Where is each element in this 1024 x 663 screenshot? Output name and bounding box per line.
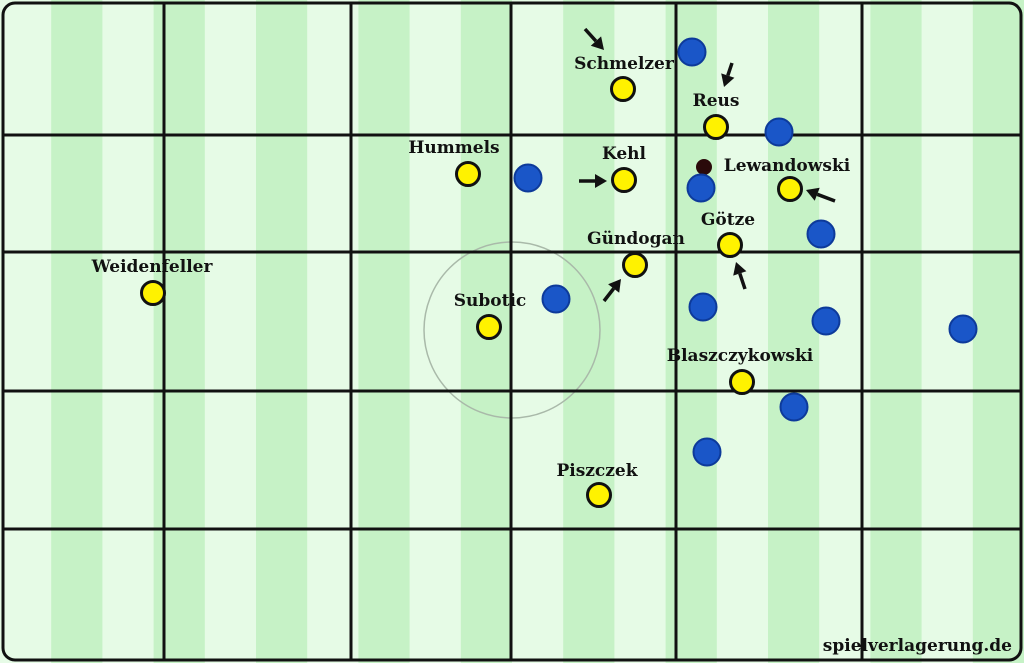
player-name-label: Götze xyxy=(701,210,755,230)
blue-player-marker xyxy=(686,173,716,203)
grass-stripe xyxy=(51,0,103,663)
movement-arrow xyxy=(721,62,735,87)
zone-grid xyxy=(4,4,1020,659)
player-name-label: Lewandowski xyxy=(724,156,851,176)
grass-stripe xyxy=(768,0,820,663)
yellow-player-marker xyxy=(611,167,637,193)
ball xyxy=(696,159,712,175)
movement-arrow xyxy=(583,27,604,50)
grass-stripe xyxy=(409,0,462,663)
blue-team xyxy=(513,37,978,467)
site-credit: spielverlagerung.de xyxy=(823,636,1012,656)
player-name-label: Hummels xyxy=(408,138,499,158)
blue-player-marker xyxy=(513,163,543,193)
grass-stripe xyxy=(665,0,718,663)
yellow-player-marker xyxy=(610,76,636,102)
blue-player-marker xyxy=(811,306,841,336)
yellow-player: Subotic xyxy=(454,291,527,340)
yellow-player-marker xyxy=(586,482,612,508)
blue-player-marker xyxy=(541,284,571,314)
yellow-player: Piszczek xyxy=(556,461,639,508)
grass-stripe xyxy=(614,0,667,663)
yellow-team: Weidenfeller Hummels Subotic Piszczek Schmel… xyxy=(91,54,851,508)
blue-player-marker xyxy=(806,219,836,249)
yellow-player: Lewandowski xyxy=(724,156,851,202)
grass-stripe xyxy=(716,0,769,663)
player-name-label: Gündogan xyxy=(587,229,685,249)
movement-arrow xyxy=(602,279,621,303)
player-name-label: Schmelzer xyxy=(574,54,675,74)
blue-player-marker xyxy=(948,314,978,344)
movement-arrow xyxy=(579,174,607,188)
yellow-player-marker xyxy=(622,252,648,278)
grass-stripe xyxy=(870,0,923,663)
grass-stripe xyxy=(204,0,257,663)
player-name-label: Reus xyxy=(693,91,740,111)
yellow-player: Schmelzer xyxy=(574,54,675,102)
player-name-label: Piszczek xyxy=(556,461,638,481)
yellow-player-marker xyxy=(777,176,803,202)
yellow-player: Kehl xyxy=(602,144,647,193)
grass-stripe xyxy=(512,0,564,663)
yellow-player-marker xyxy=(476,314,502,340)
grass-stripe xyxy=(102,0,155,663)
grass-stripe xyxy=(563,0,615,663)
movement-arrow xyxy=(733,262,747,290)
yellow-player-marker xyxy=(455,161,481,187)
player-name-label: Kehl xyxy=(602,144,647,164)
blue-player-marker xyxy=(692,437,722,467)
player-name-label: Blaszczykowski xyxy=(667,346,814,366)
grass-stripe xyxy=(153,0,206,663)
blue-player-marker xyxy=(677,37,707,67)
yellow-player-marker xyxy=(140,280,166,306)
yellow-player: Gündogan xyxy=(587,229,685,278)
blue-player-marker xyxy=(779,392,809,422)
grass-stripe xyxy=(0,0,52,663)
blue-player-marker xyxy=(688,292,718,322)
yellow-player-marker xyxy=(729,369,755,395)
yellow-player: Blaszczykowski xyxy=(667,346,814,395)
movement-arrows xyxy=(579,27,836,303)
yellow-player: Götze xyxy=(701,210,755,258)
yellow-player: Reus xyxy=(693,91,740,140)
grass-stripe xyxy=(358,0,411,663)
player-name-label: Weidenfeller xyxy=(91,257,214,277)
blue-player-marker xyxy=(764,117,794,147)
player-name-label: Subotic xyxy=(454,291,527,311)
yellow-player: Hummels xyxy=(408,138,500,187)
grass-stripe xyxy=(256,0,308,663)
movement-arrow xyxy=(806,187,836,203)
yellow-player-marker xyxy=(703,114,729,140)
yellow-player-marker xyxy=(717,232,743,258)
yellow-player: Weidenfeller xyxy=(91,257,214,306)
grass-stripe xyxy=(972,0,1024,663)
